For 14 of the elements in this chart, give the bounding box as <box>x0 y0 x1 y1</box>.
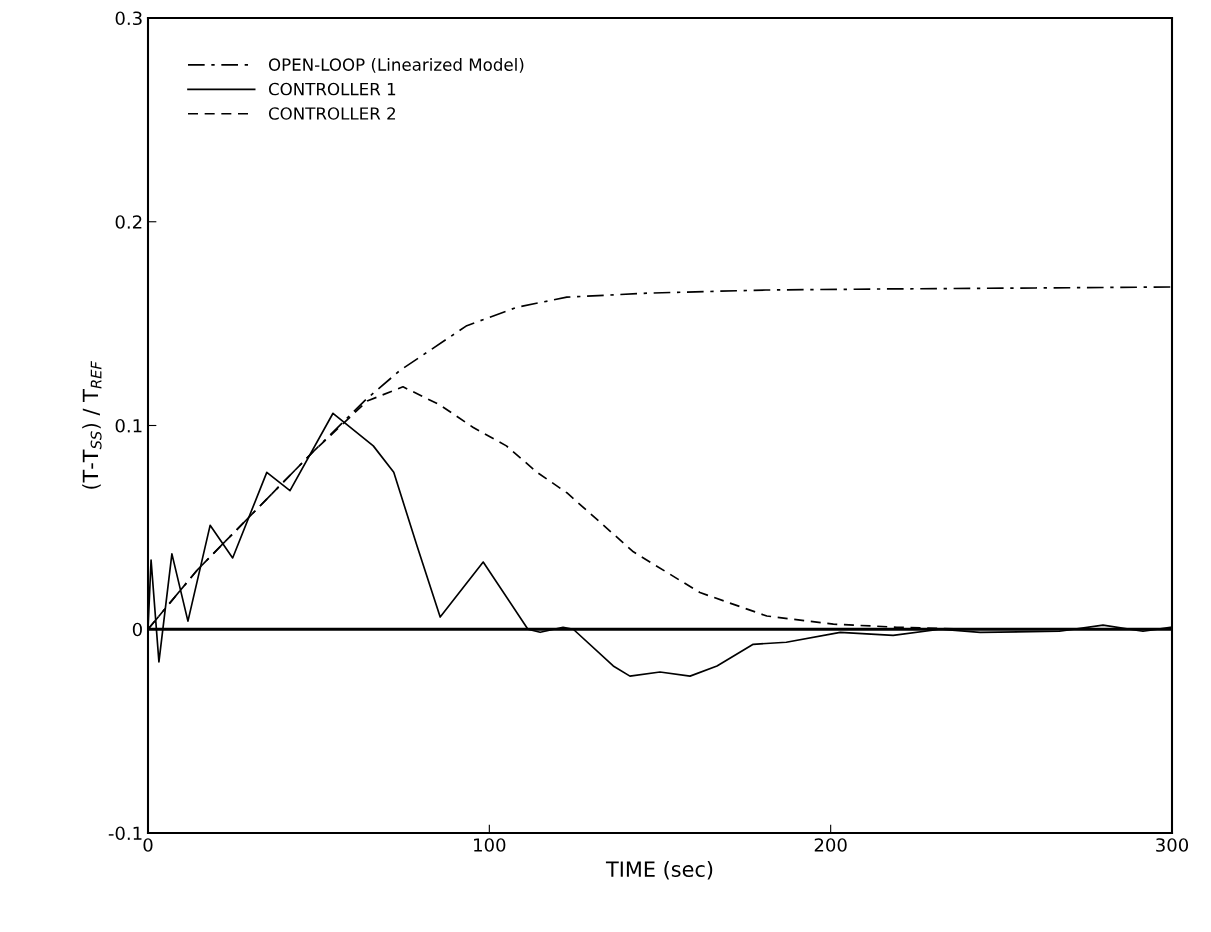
x-axis-title: TIME (sec) <box>605 860 713 880</box>
x-tick-label: 0 <box>143 838 153 852</box>
y-tick-label: 0.3 <box>115 11 142 26</box>
x-tick-label: 200 <box>814 838 847 852</box>
legend-label: OPEN-LOOP (Linearized Model) <box>268 58 524 73</box>
y-tick-label: -0.1 <box>108 826 142 841</box>
x-tick-label: 300 <box>1156 838 1189 852</box>
legend-label: CONTROLLER 2 <box>268 107 396 120</box>
y-tick-label: 0.1 <box>115 418 142 433</box>
y-axis-title: (T-T$_{SS}$) / T$_{REF}$ <box>82 361 102 489</box>
y-tick-label: 0.2 <box>115 215 142 229</box>
x-tick-label: 100 <box>474 838 506 852</box>
y-tick-label: 0 <box>132 622 142 637</box>
legend-label: CONTROLLER 1 <box>268 82 396 96</box>
